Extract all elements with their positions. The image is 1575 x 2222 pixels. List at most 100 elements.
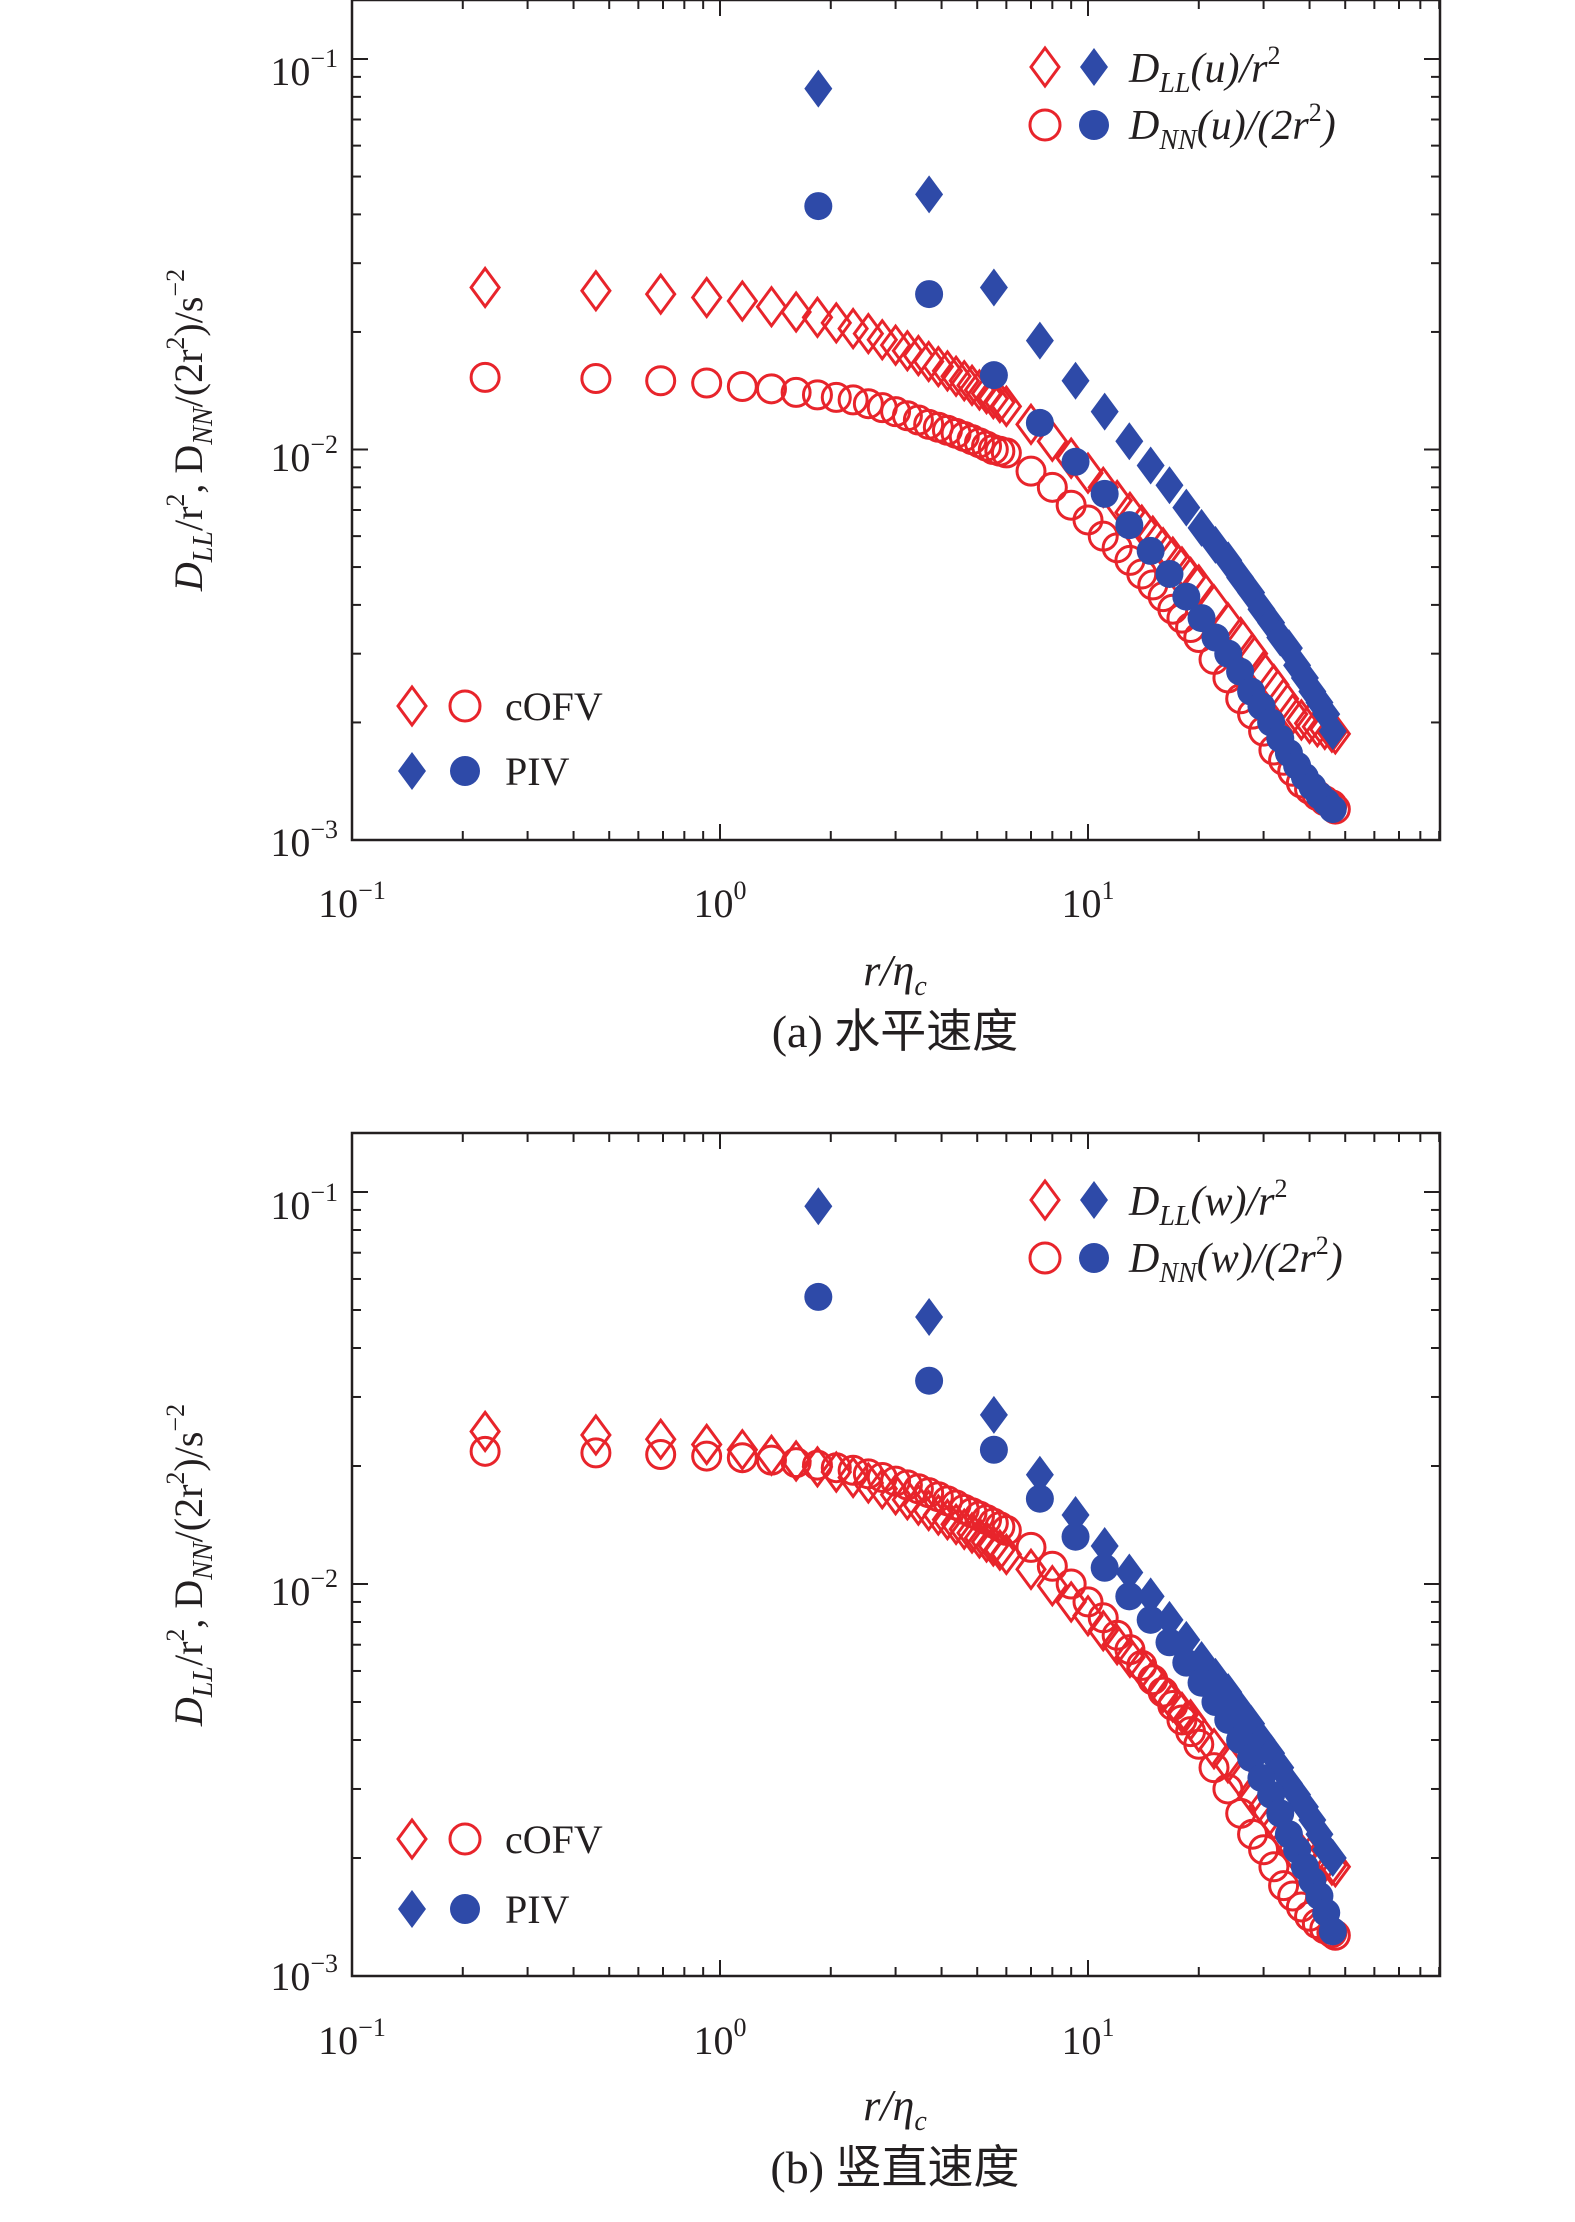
- y-tick-label: 10−2: [270, 1564, 338, 1614]
- data-point: [891, 329, 924, 373]
- data-point: [1318, 1838, 1347, 1877]
- data-point: [902, 334, 935, 378]
- data-point: [915, 280, 944, 309]
- data-point: [1187, 1668, 1216, 1697]
- data-point: [1087, 1609, 1120, 1653]
- data-point: [1061, 1522, 1090, 1551]
- data-point: [801, 1445, 834, 1489]
- legend-label-piv: PIV: [505, 1887, 570, 1932]
- data-point: [1198, 1727, 1230, 1771]
- data-point: [755, 373, 787, 405]
- data-point: [1166, 1691, 1198, 1735]
- data-point: [645, 1438, 677, 1470]
- data-point: [990, 1514, 1022, 1546]
- legend-marker-piv-diamond: [398, 1890, 426, 1928]
- data-point: [983, 380, 1016, 424]
- data-point: [469, 1409, 501, 1453]
- data-point: [1055, 489, 1087, 521]
- legend-marker-cofv-circle: [448, 1822, 482, 1856]
- data-point: [1025, 321, 1054, 360]
- data-point: [1087, 1602, 1119, 1634]
- data-point: [1015, 455, 1047, 487]
- data-point: [1268, 1870, 1300, 1902]
- data-point: [469, 265, 501, 309]
- data-point: [948, 359, 981, 403]
- data-point: [1198, 1752, 1230, 1784]
- data-point: [1318, 1917, 1347, 1946]
- data-point: [469, 1435, 501, 1467]
- data-point: [922, 345, 955, 389]
- legend-marker-cofv-circle: [1028, 1241, 1062, 1275]
- data-point: [1172, 582, 1201, 611]
- legend-marker-piv-diamond: [1080, 1181, 1108, 1219]
- data-point: [1136, 1577, 1165, 1616]
- data-point: [915, 1297, 944, 1336]
- minor-ticks: [351, 0, 1441, 841]
- data-point: [645, 365, 677, 397]
- data-point: [1318, 712, 1347, 751]
- data-point: [1155, 1600, 1184, 1639]
- minor-ticks: [351, 1133, 1441, 1977]
- legend-label-piv: PIV: [505, 749, 570, 794]
- legend-label-dll: DLL(u)/r2: [1128, 41, 1281, 99]
- data-point: [1025, 1455, 1054, 1494]
- y-tick-label: 10−3: [270, 815, 338, 865]
- data-point: [1155, 1628, 1184, 1657]
- legend-marker-cofv-diamond: [396, 684, 428, 728]
- x-tick-label: 101: [1062, 2013, 1115, 2063]
- data-point: [755, 1444, 787, 1476]
- panel-vertical-velocity: 10−1 100 101 10−3 10−2 10−1 DLL/r2, DNN/…: [161, 1131, 1442, 2193]
- data-marks: [469, 69, 1352, 825]
- data-point: [691, 1440, 723, 1472]
- data-point: [1061, 1495, 1090, 1534]
- data-point: [1136, 1605, 1165, 1634]
- data-point: [1212, 1773, 1244, 1805]
- legend-marker-piv-circle: [1079, 110, 1109, 140]
- data-point: [1115, 422, 1144, 461]
- data-point: [801, 379, 833, 411]
- data-point: [1115, 1582, 1144, 1611]
- legend-marker-piv-diamond: [398, 752, 426, 790]
- legend-source: cOFV PIV: [396, 684, 603, 794]
- data-point: [726, 370, 758, 402]
- legend-marker-piv-circle: [1079, 1243, 1109, 1273]
- x-tick-label: 10−1: [318, 2013, 386, 2063]
- data-point: [690, 1422, 723, 1466]
- data-point: [915, 175, 944, 214]
- data-point: [726, 279, 759, 323]
- data-point: [979, 268, 1008, 307]
- data-point: [804, 69, 833, 108]
- data-point: [580, 269, 612, 313]
- data-point: [1036, 471, 1068, 503]
- data-point: [1090, 479, 1119, 508]
- data-point: [820, 381, 852, 413]
- data-marks: [469, 1187, 1352, 1951]
- data-point: [780, 1447, 812, 1479]
- panel-caption: (b) 竖直速度: [770, 2142, 1019, 2193]
- data-point: [644, 272, 677, 316]
- data-point: [931, 349, 964, 393]
- data-point: [1258, 1851, 1290, 1883]
- data-point: [780, 376, 812, 408]
- data-point: [780, 1439, 812, 1483]
- y-axis-label: DLL/r2, DNN/(2r2)/s−2: [161, 1404, 219, 1727]
- data-point: [1061, 361, 1090, 400]
- legend-marker-cofv-diamond: [1029, 45, 1061, 89]
- data-point: [780, 290, 812, 334]
- data-point: [866, 318, 899, 362]
- data-point: [990, 437, 1022, 469]
- legend-label-cofv: cOFV: [505, 1817, 603, 1862]
- data-point: [1172, 488, 1201, 527]
- x-tick-label: 100: [694, 2013, 747, 2063]
- data-point: [1090, 392, 1119, 431]
- legend-label-cofv: cOFV: [505, 684, 603, 729]
- x-tick-label: 10−1: [318, 876, 386, 926]
- data-point: [1101, 1623, 1134, 1667]
- data-point: [690, 276, 723, 320]
- data-point: [1090, 1553, 1119, 1582]
- data-point: [1115, 511, 1144, 540]
- data-point: [1183, 1728, 1215, 1760]
- data-point: [1072, 504, 1104, 536]
- legend-source: cOFV PIV: [396, 1817, 603, 1932]
